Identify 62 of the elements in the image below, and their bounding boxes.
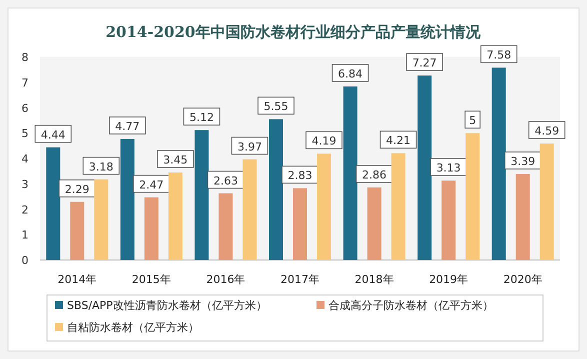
data-label: 3.18 [88, 160, 114, 174]
data-label: 4.21 [386, 134, 411, 148]
x-tick-label: 2019年 [429, 273, 468, 286]
data-label: 3.97 [237, 140, 262, 154]
bar [442, 180, 456, 260]
legend-label: 合成高分子防水卷材（亿平方米） [328, 299, 494, 312]
x-tick-label: 2014年 [58, 273, 97, 286]
bar [144, 197, 158, 260]
data-label: 2.29 [64, 182, 90, 196]
data-label: 6.84 [338, 67, 363, 80]
data-label: 7.27 [412, 56, 437, 70]
legend-label: SBS/APP改性沥青防水卷材（亿平方米） [67, 299, 267, 312]
bar [94, 179, 108, 260]
x-tick-label: 2018年 [354, 273, 394, 286]
y-tick-label: 4 [22, 152, 28, 166]
data-label: 3.13 [436, 162, 461, 175]
data-label: 4.19 [312, 134, 336, 148]
data-label: 2.83 [288, 169, 312, 182]
bar [516, 174, 530, 260]
data-label: 3.39 [510, 154, 536, 168]
bar [120, 138, 134, 260]
bar [269, 119, 283, 260]
data-label: 4.44 [40, 128, 66, 142]
y-tick-label: 0 [22, 254, 28, 267]
data-label: 5 [469, 114, 476, 128]
y-tick-label: 7 [22, 76, 28, 90]
data-label: 2.47 [139, 178, 164, 192]
y-tick-label: 1 [22, 228, 28, 242]
x-tick-label: 2020年 [503, 273, 542, 286]
bar [194, 130, 209, 260]
data-label: 2.63 [213, 174, 238, 188]
bar [418, 76, 432, 260]
data-label: 4.59 [534, 124, 560, 138]
data-label: 4.77 [115, 120, 140, 133]
y-tick-label: 6 [22, 102, 28, 115]
y-tick-label: 5 [22, 127, 28, 140]
data-label: 5.12 [189, 111, 214, 124]
legend-label: 自粘防水卷材（亿平方米） [67, 321, 199, 334]
y-tick-label: 3 [22, 178, 28, 191]
data-label: 5.55 [264, 100, 288, 114]
y-tick-label: 8 [22, 51, 28, 64]
chart-title: 2014-2020年中国防水卷材行业细分产品产量统计情况 [106, 23, 482, 41]
bar [218, 193, 233, 260]
bar [293, 188, 307, 260]
data-label: 3.45 [163, 153, 188, 166]
y-tick-label: 2 [22, 203, 28, 216]
data-label: 7.58 [486, 48, 512, 62]
x-tick-label: 2017年 [280, 273, 320, 286]
bar [46, 147, 60, 260]
x-tick-label: 2016年 [206, 273, 246, 286]
bar [367, 187, 382, 260]
bar [391, 153, 406, 260]
x-tick-label: 2015年 [132, 273, 171, 286]
bar [168, 172, 182, 260]
data-label: 2.86 [362, 168, 387, 182]
bar [70, 202, 84, 260]
bar [492, 68, 506, 260]
bar [343, 86, 358, 260]
bar [317, 154, 331, 260]
bar [540, 144, 554, 260]
bar [466, 133, 480, 260]
bar [242, 159, 257, 260]
